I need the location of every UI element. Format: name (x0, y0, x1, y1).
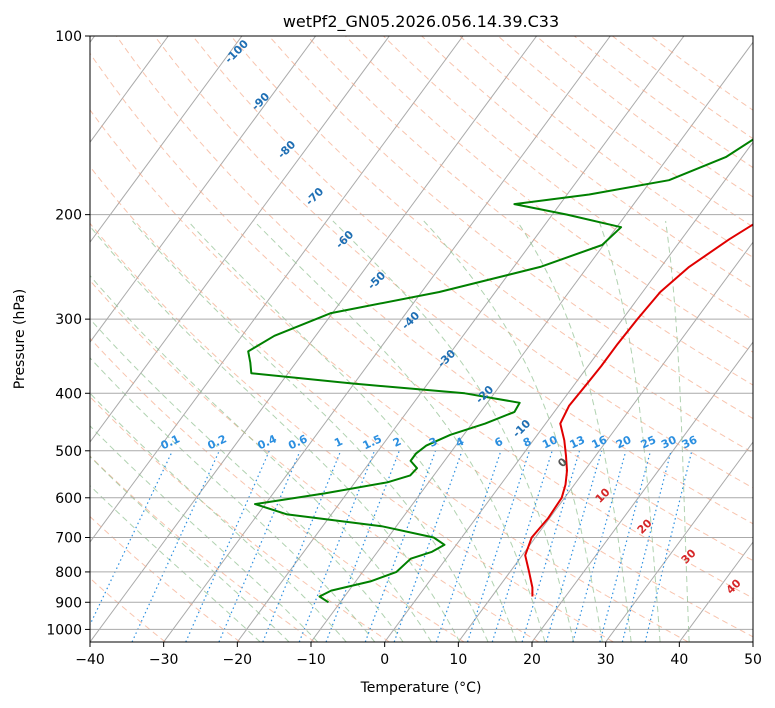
dry-adiabat-line (90, 165, 689, 642)
moist-adiabat-line (90, 357, 376, 642)
isotherm-line (384, 141, 753, 642)
dry-adiabat-line (230, 36, 753, 454)
isotherm-line (90, 36, 243, 244)
y-tick-label: 100 (55, 29, 82, 45)
mixing-ratio-label: 16 (590, 433, 610, 451)
mixing-ratio-line (491, 450, 553, 642)
mixing-ratio-line (644, 450, 693, 642)
mixing-ratio-label: 25 (639, 433, 658, 451)
mixing-ratio-line (521, 450, 581, 642)
y-tick-label: 500 (55, 444, 82, 460)
isotherm-line (310, 41, 753, 642)
mixing-ratio-line (298, 450, 376, 642)
mixing-ratio-line (599, 450, 652, 642)
mixing-ratio-label: 13 (568, 433, 587, 451)
plot-frame (89, 35, 754, 643)
isotherm-line (531, 341, 753, 642)
dewpoint-line (247, 138, 753, 604)
isotherm-line (90, 36, 538, 642)
mixing-ratio-line (572, 450, 627, 642)
dry-adiabat-line (192, 36, 753, 489)
plot-background (90, 36, 753, 642)
dry-adiabat-line (90, 395, 390, 642)
mixing-ratio-line (90, 450, 173, 627)
x-tick-label: 40 (670, 652, 688, 668)
moist-adiabat-line (90, 225, 461, 642)
x-tick-label: 50 (744, 652, 762, 668)
dry-adiabat-lines (90, 36, 753, 642)
y-tick-label: 700 (55, 531, 82, 547)
moist-adiabat-line (90, 392, 347, 642)
plot-area (90, 36, 753, 642)
y-tick-label: 900 (55, 595, 82, 611)
dry-adiabat-line (90, 577, 166, 642)
mixing-ratio-line (185, 450, 270, 642)
moist-adiabat-line (132, 220, 489, 642)
isotherm-line (457, 241, 753, 642)
y-tick-label: 1000 (46, 622, 82, 638)
mixing-ratio-label: 30 (659, 433, 679, 451)
mixing-ratio-label: 20 (614, 433, 634, 451)
dry-adiabat-line (90, 222, 614, 642)
mixing-ratio-label: 10 (540, 433, 560, 451)
moist-adiabat-line (598, 220, 661, 642)
isotherm-line (90, 36, 390, 443)
moist-adiabat-line (665, 220, 690, 642)
moist-adiabat-line (516, 220, 632, 642)
sounding-series (247, 138, 753, 604)
mixing-ratio-line (218, 450, 301, 642)
moist-adiabat-line (90, 425, 319, 642)
x-tick-label: 20 (523, 652, 541, 668)
y-tick-label: 300 (55, 312, 82, 328)
mixing-ratio-label: 36 (680, 433, 700, 451)
pressure-gridlines (90, 36, 753, 630)
x-tick-label: 10 (449, 652, 467, 668)
y-axis-title: Pressure (hPa) (12, 289, 28, 389)
moist-adiabat-line (90, 274, 432, 642)
mixing-ratio-line (262, 450, 342, 642)
x-tick-label: −20 (223, 652, 253, 668)
chart-title: wetPf2_GN05.2026.056.14.39.C33 (283, 12, 559, 32)
mixing-ratio-line (466, 450, 531, 642)
y-tick-label: 600 (55, 491, 82, 507)
isotherm-lines (90, 36, 753, 642)
plot-border (89, 35, 754, 643)
dry-adiabat-line (421, 36, 753, 289)
x-tick-label: 30 (597, 652, 615, 668)
moist-adiabat-line (423, 220, 603, 642)
x-axis-title: Temperature (°C) (360, 680, 482, 696)
y-tick-label: 200 (55, 208, 82, 224)
isotherm-line (752, 641, 753, 642)
mixing-ratio-line (545, 450, 603, 642)
isotherm-line (163, 36, 611, 642)
x-tick-label: 0 (380, 652, 389, 668)
moist-adiabat-lines (90, 220, 690, 642)
moist-adiabat-line (90, 485, 261, 642)
temperature-line (524, 223, 753, 597)
mixing-ratio-line (621, 450, 672, 642)
y-tick-label: 400 (55, 386, 82, 402)
y-tick-label: 800 (55, 565, 82, 581)
x-tick-label: −40 (75, 652, 105, 668)
dry-adiabat-line (90, 455, 315, 642)
isotherm-line (90, 36, 464, 543)
isotherm-line (605, 441, 753, 642)
isotherm-line (90, 36, 317, 343)
isotherm-line (90, 36, 169, 144)
x-tick-label: −10 (296, 652, 326, 668)
moist-adiabat-line (253, 220, 546, 642)
dry-adiabat-line (268, 36, 753, 420)
moist-adiabat-line (90, 318, 404, 642)
mixing-ratio-lines (90, 450, 693, 642)
moist-adiabat-line (332, 220, 575, 642)
axis-ticks: −40 −30 −20 −10 0 10 20 30 40 50 100 200 300 400 500 60… (46, 29, 762, 668)
moist-adiabat-line (90, 455, 290, 642)
x-tick-label: −30 (149, 652, 179, 668)
isotherm-line (236, 36, 685, 642)
dry-adiabat-line (306, 36, 753, 386)
dry-adiabat-line (90, 109, 753, 638)
